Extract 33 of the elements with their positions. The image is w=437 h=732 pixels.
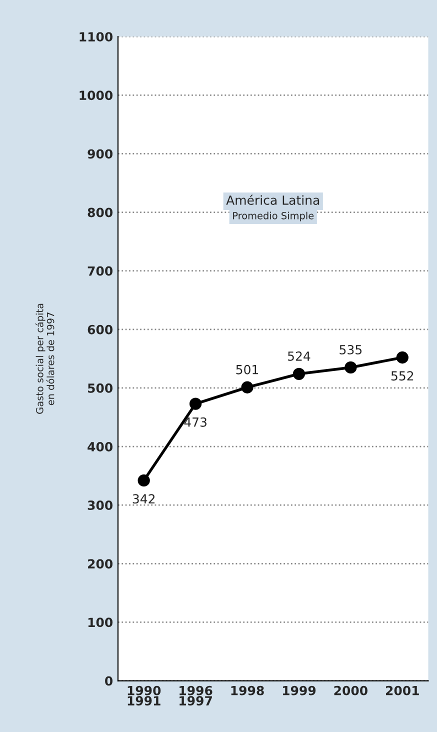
y-tick-label: 200 <box>88 559 113 569</box>
y-tick-label: 600 <box>88 324 113 334</box>
data-label: 524 <box>288 351 310 361</box>
x-tick-label: 2000 <box>334 686 368 696</box>
point <box>344 361 357 374</box>
data-label: 552 <box>391 371 414 381</box>
x-tick-label: 2001 <box>386 686 419 696</box>
point <box>138 474 150 487</box>
point <box>241 381 254 394</box>
y-tick-label: 700 <box>88 266 113 276</box>
data-label: 501 <box>236 364 258 374</box>
x-tick-label: 1999 <box>282 686 316 696</box>
data-label: 535 <box>340 344 362 354</box>
text: América Latina <box>226 194 320 205</box>
y-tick-label: 100 <box>88 618 113 628</box>
y-tick-label: 300 <box>88 500 113 510</box>
y-tick-label: 400 <box>88 442 113 452</box>
point <box>292 368 306 380</box>
y-tick-label: 500 <box>88 383 113 393</box>
y-tick-label: 1100 <box>80 32 113 42</box>
text: Promedio Simple <box>233 212 314 222</box>
data-label: 342 <box>132 494 155 504</box>
x-tick-label: 1996 1997 <box>180 686 212 706</box>
data-label: 473 <box>184 417 206 427</box>
y-tick-label: 1000 <box>80 90 113 100</box>
point <box>396 351 408 364</box>
y-axis-title: Gasto social per cápita en dólares de 1997 <box>35 304 54 414</box>
y-tick-label: 900 <box>88 149 113 159</box>
y-tick-label: 0 <box>105 676 113 686</box>
x-tick-label: 1998 <box>231 686 264 696</box>
point <box>189 398 202 410</box>
y-tick-label: 800 <box>88 208 113 218</box>
x-tick-label: 1990 1991 <box>128 686 161 706</box>
